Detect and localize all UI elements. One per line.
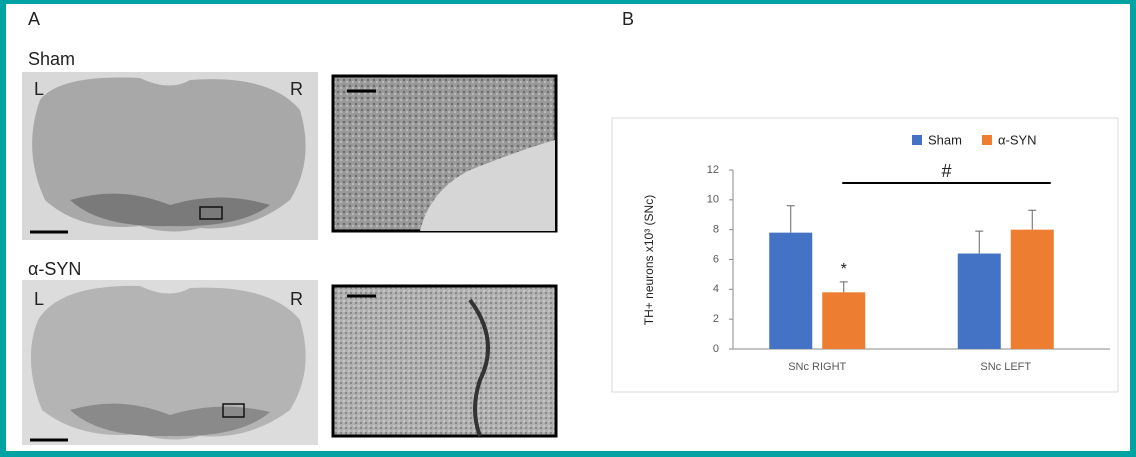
legend-swatch — [981, 135, 992, 145]
bar — [1010, 229, 1054, 349]
bar — [957, 253, 1001, 349]
group-label: Sham — [28, 49, 75, 69]
annotation: # — [941, 161, 951, 181]
chart: 0 2 4 6 8 10 12 SNc RIGHT * SNc LEFT # Sham α-SYN — [707, 132, 1110, 373]
panel-label: A — [28, 9, 40, 29]
group-label: α-SYN — [28, 259, 81, 279]
y-tick-label: 6 — [713, 253, 719, 265]
y-tick-label: 12 — [707, 164, 719, 176]
y-axis-label: TH+ neurons x10³ (SNc) — [642, 195, 656, 325]
error-bar — [786, 205, 795, 233]
x-tick-label: SNc RIGHT — [788, 361, 846, 373]
inset-detail — [420, 140, 555, 231]
legend-label: α-SYN — [998, 132, 1037, 147]
bar — [769, 232, 813, 349]
y-tick-label: 2 — [713, 313, 719, 325]
error-bar — [839, 281, 848, 293]
y-tick-label: 8 — [713, 224, 719, 236]
side-label: L — [34, 79, 44, 99]
annotation: * — [841, 261, 847, 278]
error-bar — [975, 230, 984, 254]
y-tick-label: 0 — [713, 343, 719, 355]
brain-slice — [22, 280, 318, 445]
legend-label: Sham — [928, 132, 962, 147]
side-label: R — [290, 79, 303, 99]
error-bar — [1028, 209, 1037, 230]
y-tick-label: 4 — [713, 283, 719, 295]
bar — [822, 292, 866, 349]
panel-label: B — [622, 9, 634, 29]
y-tick-label: 10 — [707, 194, 719, 206]
inset-image — [331, 284, 558, 438]
legend-swatch — [912, 135, 922, 145]
brain-slice — [22, 72, 318, 240]
inset-detail — [468, 298, 490, 437]
side-label: R — [290, 289, 303, 309]
side-label: L — [34, 289, 44, 309]
x-tick-label: SNc LEFT — [980, 361, 1031, 373]
